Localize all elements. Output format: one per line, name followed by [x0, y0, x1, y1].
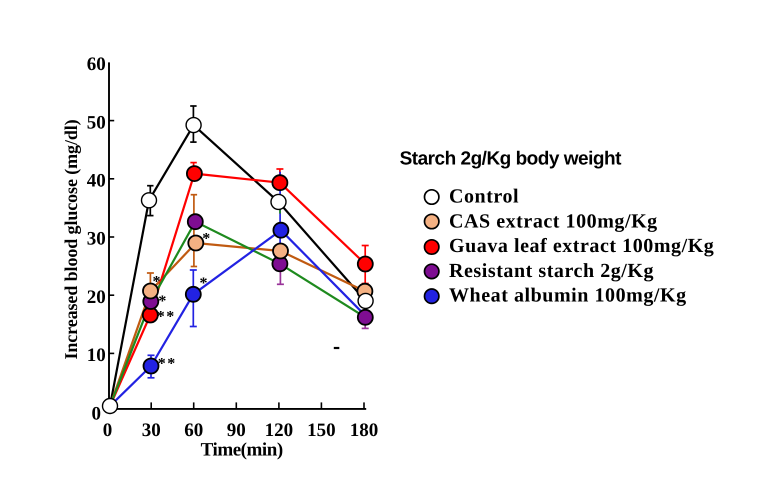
svg-text:**: **: [158, 355, 177, 372]
svg-text:Resistant starch 2g/Kg: Resistant starch 2g/Kg: [449, 260, 654, 282]
svg-text:180: 180: [350, 420, 379, 441]
svg-text:*: *: [200, 275, 208, 292]
svg-text:120: 120: [265, 420, 294, 441]
svg-text:Increased blood glucose (mg/dl: Increased blood glucose (mg/dl): [61, 119, 81, 359]
svg-text:**: **: [157, 309, 176, 326]
svg-text:*: *: [202, 231, 210, 248]
svg-text:*: *: [158, 293, 166, 310]
svg-text:40: 40: [87, 171, 106, 192]
svg-text:50: 50: [87, 112, 106, 133]
svg-text:*: *: [153, 274, 161, 291]
svg-text:0: 0: [92, 403, 102, 424]
svg-text:20: 20: [87, 287, 106, 308]
svg-text:90: 90: [227, 420, 246, 441]
svg-text:Guava leaf extract 100mg/Kg: Guava leaf extract 100mg/Kg: [449, 235, 714, 257]
svg-text:Control: Control: [449, 186, 519, 208]
svg-text:60: 60: [87, 54, 106, 75]
svg-text:Starch 2g/Kg body weight: Starch 2g/Kg body weight: [400, 149, 622, 170]
svg-text:Wheat albumin 100mg/Kg: Wheat albumin 100mg/Kg: [449, 285, 687, 307]
svg-text:60: 60: [184, 420, 203, 441]
svg-text:Time(min): Time(min): [201, 440, 283, 461]
svg-text:30: 30: [142, 420, 161, 441]
svg-text:150: 150: [307, 420, 336, 441]
svg-text:10: 10: [87, 345, 106, 366]
svg-text:0: 0: [103, 420, 113, 441]
svg-text:30: 30: [87, 229, 106, 250]
svg-text:CAS extract 100mg/Kg: CAS extract 100mg/Kg: [449, 210, 658, 232]
